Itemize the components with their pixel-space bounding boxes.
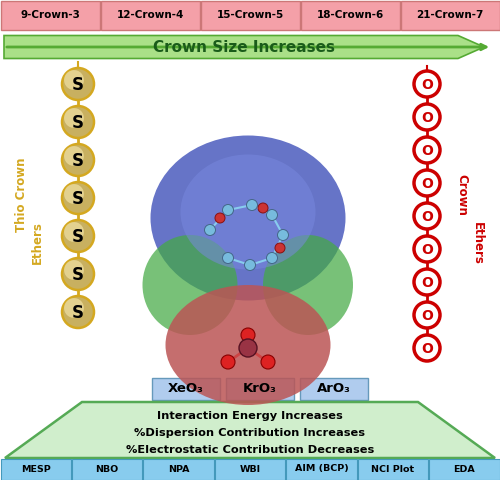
FancyBboxPatch shape bbox=[215, 458, 285, 480]
Text: 9-Crown-3: 9-Crown-3 bbox=[20, 10, 80, 20]
Text: S: S bbox=[72, 304, 84, 322]
Polygon shape bbox=[5, 402, 495, 458]
Text: %Electrostatic Contribution Decreases: %Electrostatic Contribution Decreases bbox=[126, 445, 374, 455]
Circle shape bbox=[278, 229, 288, 240]
Circle shape bbox=[414, 236, 440, 262]
Text: O: O bbox=[421, 276, 433, 290]
Text: WBI: WBI bbox=[240, 465, 260, 473]
Circle shape bbox=[222, 204, 234, 216]
Text: 15-Crown-5: 15-Crown-5 bbox=[216, 10, 284, 20]
Text: Interaction Energy Increases: Interaction Energy Increases bbox=[157, 411, 343, 421]
Text: Thio Crown: Thio Crown bbox=[16, 158, 28, 232]
FancyBboxPatch shape bbox=[358, 458, 428, 480]
Text: ArO₃: ArO₃ bbox=[317, 383, 351, 396]
Text: S: S bbox=[72, 114, 84, 132]
Circle shape bbox=[414, 104, 440, 130]
Circle shape bbox=[62, 182, 94, 214]
Circle shape bbox=[204, 225, 216, 236]
FancyBboxPatch shape bbox=[429, 458, 500, 480]
Circle shape bbox=[64, 222, 84, 242]
FancyBboxPatch shape bbox=[300, 378, 368, 400]
FancyBboxPatch shape bbox=[300, 0, 400, 29]
Text: NBO: NBO bbox=[96, 465, 119, 473]
Text: 18-Crown-6: 18-Crown-6 bbox=[316, 10, 384, 20]
FancyBboxPatch shape bbox=[200, 0, 300, 29]
FancyBboxPatch shape bbox=[0, 0, 100, 29]
Circle shape bbox=[266, 209, 278, 220]
Text: S: S bbox=[72, 190, 84, 208]
Circle shape bbox=[221, 355, 235, 369]
FancyArrow shape bbox=[4, 36, 484, 59]
FancyBboxPatch shape bbox=[400, 0, 500, 29]
FancyBboxPatch shape bbox=[0, 458, 71, 480]
Text: 12-Crown-4: 12-Crown-4 bbox=[116, 10, 184, 20]
Text: O: O bbox=[421, 111, 433, 125]
Circle shape bbox=[414, 302, 440, 328]
Circle shape bbox=[244, 260, 256, 271]
Text: O: O bbox=[421, 210, 433, 224]
Circle shape bbox=[266, 252, 278, 264]
Circle shape bbox=[414, 71, 440, 97]
Ellipse shape bbox=[180, 155, 316, 269]
Text: AIM (BCP): AIM (BCP) bbox=[294, 465, 348, 473]
Circle shape bbox=[258, 203, 268, 213]
Ellipse shape bbox=[263, 235, 353, 335]
Circle shape bbox=[64, 108, 84, 128]
Circle shape bbox=[62, 68, 94, 100]
FancyBboxPatch shape bbox=[144, 458, 214, 480]
Circle shape bbox=[275, 243, 285, 253]
Text: NPA: NPA bbox=[168, 465, 190, 473]
Circle shape bbox=[64, 70, 84, 90]
Text: O: O bbox=[421, 177, 433, 191]
Circle shape bbox=[62, 106, 94, 138]
Ellipse shape bbox=[166, 285, 330, 405]
Text: EDA: EDA bbox=[454, 465, 475, 473]
FancyBboxPatch shape bbox=[100, 0, 200, 29]
Text: Crown Size Increases: Crown Size Increases bbox=[153, 39, 335, 55]
Circle shape bbox=[241, 328, 255, 342]
Text: MESP: MESP bbox=[21, 465, 50, 473]
Ellipse shape bbox=[150, 135, 346, 300]
Text: XeO₃: XeO₃ bbox=[168, 383, 204, 396]
Text: O: O bbox=[421, 144, 433, 158]
Text: S: S bbox=[72, 152, 84, 170]
Circle shape bbox=[62, 258, 94, 290]
Circle shape bbox=[414, 137, 440, 163]
Text: KrO₃: KrO₃ bbox=[243, 383, 277, 396]
Text: S: S bbox=[72, 228, 84, 246]
Ellipse shape bbox=[142, 235, 238, 335]
FancyBboxPatch shape bbox=[226, 378, 294, 400]
Text: Crown: Crown bbox=[456, 174, 468, 216]
Circle shape bbox=[239, 339, 257, 357]
Text: S: S bbox=[72, 266, 84, 284]
Circle shape bbox=[246, 200, 258, 211]
Text: O: O bbox=[421, 78, 433, 92]
Circle shape bbox=[64, 146, 84, 166]
Circle shape bbox=[414, 269, 440, 295]
Text: O: O bbox=[421, 309, 433, 323]
Text: Ethers: Ethers bbox=[470, 222, 484, 264]
Text: O: O bbox=[421, 243, 433, 257]
Circle shape bbox=[64, 298, 84, 318]
Circle shape bbox=[62, 220, 94, 252]
Text: 21-Crown-7: 21-Crown-7 bbox=[416, 10, 484, 20]
Text: %Dispersion Contribution Increases: %Dispersion Contribution Increases bbox=[134, 428, 366, 438]
Circle shape bbox=[62, 296, 94, 328]
FancyBboxPatch shape bbox=[152, 378, 220, 400]
Circle shape bbox=[222, 252, 234, 264]
Circle shape bbox=[64, 260, 84, 280]
Circle shape bbox=[64, 184, 84, 204]
Circle shape bbox=[414, 203, 440, 229]
Text: NCI Plot: NCI Plot bbox=[372, 465, 414, 473]
Text: Ethers: Ethers bbox=[30, 222, 44, 264]
Circle shape bbox=[62, 144, 94, 176]
Circle shape bbox=[414, 335, 440, 361]
FancyBboxPatch shape bbox=[286, 458, 356, 480]
FancyBboxPatch shape bbox=[72, 458, 142, 480]
Text: O: O bbox=[421, 342, 433, 356]
Text: S: S bbox=[72, 76, 84, 94]
Circle shape bbox=[215, 213, 225, 223]
Circle shape bbox=[414, 170, 440, 196]
Circle shape bbox=[261, 355, 275, 369]
